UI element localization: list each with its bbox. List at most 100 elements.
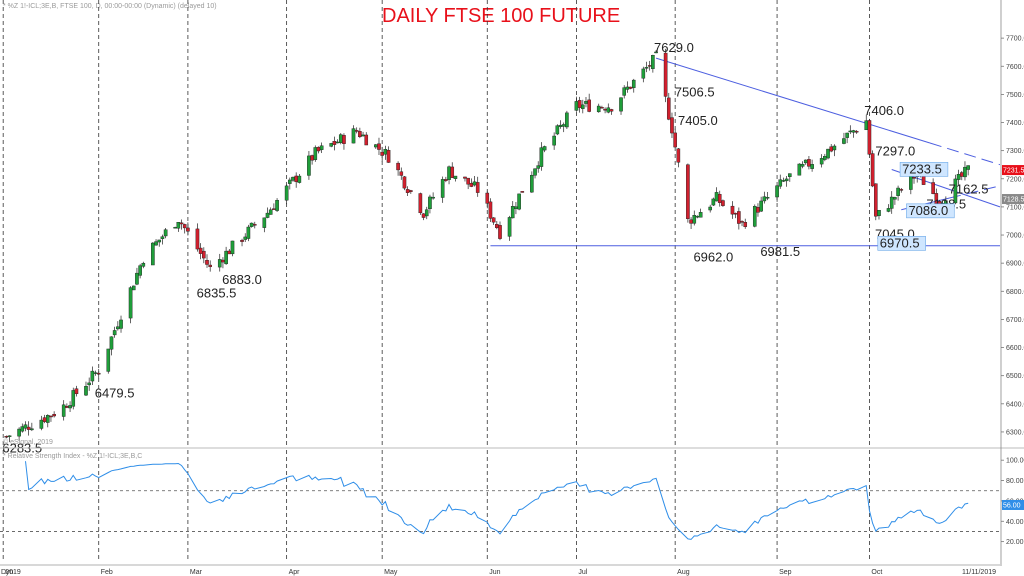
price-annotation: 6835.5 bbox=[197, 285, 237, 300]
candle-body bbox=[845, 132, 849, 138]
annotation-box bbox=[899, 162, 949, 177]
candle-body bbox=[781, 180, 786, 182]
current-price-tag: 7231.5 bbox=[1003, 168, 1024, 175]
candle-body bbox=[631, 79, 636, 88]
candle-body bbox=[332, 141, 337, 145]
candle-body bbox=[71, 390, 76, 407]
candle-body bbox=[641, 68, 646, 79]
candle-body bbox=[440, 179, 445, 198]
candle-body bbox=[49, 415, 53, 418]
price-tick-label: 6800.0 bbox=[1006, 289, 1024, 296]
month-label: Mar bbox=[190, 569, 203, 576]
candle-body bbox=[711, 198, 716, 206]
bottom-left-label: Dyn bbox=[1, 569, 14, 576]
candle-body bbox=[342, 135, 346, 144]
candle-body bbox=[737, 211, 741, 224]
price-axis: 6300.0 6400.0 6500.0 6600.0 6700.0 6800.0 6900… bbox=[1000, 0, 1024, 566]
candle-body bbox=[953, 178, 958, 204]
price-tick-label: 7600.0 bbox=[1006, 64, 1024, 71]
candle-body bbox=[291, 176, 295, 181]
candle-body bbox=[673, 132, 677, 148]
candle-body bbox=[45, 415, 50, 423]
candle-body bbox=[912, 177, 916, 179]
rsi-tick-label: 20.00 bbox=[1006, 539, 1024, 546]
candle-body bbox=[555, 125, 560, 135]
candle-body bbox=[421, 213, 426, 218]
candle-body bbox=[686, 164, 690, 219]
price-tick-label: 6500.0 bbox=[1006, 373, 1024, 380]
candle-body bbox=[899, 189, 904, 191]
candle-body bbox=[90, 370, 95, 382]
candle-body bbox=[530, 174, 534, 193]
candle-body bbox=[517, 193, 521, 210]
candle-body bbox=[131, 285, 136, 291]
candle-body bbox=[654, 51, 658, 54]
candle-body bbox=[335, 141, 340, 144]
candle-body bbox=[581, 104, 585, 109]
candle-body bbox=[577, 100, 582, 108]
candle-body bbox=[587, 99, 591, 112]
rsi-header: * Relative Strength Index - %Z 1!-ICL;3E… bbox=[3, 453, 142, 460]
candle-body bbox=[87, 382, 91, 386]
candle-body bbox=[65, 406, 69, 408]
candle-body bbox=[463, 176, 467, 179]
rsi-pane bbox=[0, 461, 1000, 540]
candle-body bbox=[552, 135, 556, 146]
candle-body bbox=[689, 219, 693, 224]
candle-body bbox=[52, 413, 56, 417]
current-rsi-tag: 56.00 bbox=[1003, 502, 1021, 509]
price-tick-label: 6900.0 bbox=[1006, 261, 1024, 268]
candle-body bbox=[173, 227, 177, 229]
candle-body bbox=[510, 206, 515, 219]
candle-body bbox=[784, 178, 789, 182]
price-tick-label: 7000.0 bbox=[1006, 233, 1024, 240]
candle-body bbox=[507, 217, 512, 237]
candle-body bbox=[252, 224, 257, 226]
candle-body bbox=[644, 67, 649, 69]
candle-body bbox=[756, 207, 760, 213]
price-annotation: 7086.0 bbox=[908, 203, 948, 218]
candle-body bbox=[963, 166, 967, 178]
month-label: 2019 bbox=[5, 569, 21, 576]
candle-body bbox=[7, 435, 12, 437]
candle-body bbox=[74, 388, 79, 395]
candle-body bbox=[116, 326, 120, 330]
candle-body bbox=[823, 156, 827, 160]
price-tick-label: 7500.0 bbox=[1006, 92, 1024, 99]
candle-body bbox=[565, 112, 569, 128]
rsi-line bbox=[25, 461, 969, 540]
candle-body bbox=[854, 131, 859, 133]
price-annotation: 6970.5 bbox=[880, 235, 920, 250]
candle-body bbox=[931, 182, 935, 194]
candle-body bbox=[307, 155, 311, 176]
price-annotation: 7406.0 bbox=[864, 103, 904, 118]
candle-body bbox=[721, 200, 725, 206]
candle-body bbox=[198, 247, 203, 254]
trend-line bbox=[655, 57, 931, 144]
candle-body bbox=[584, 101, 588, 104]
secondary-price-tag: 7128.5 bbox=[1003, 197, 1024, 204]
month-label: Oct bbox=[871, 569, 882, 576]
candle-body bbox=[297, 175, 302, 183]
candle-body bbox=[399, 171, 404, 176]
candle-body bbox=[424, 209, 429, 217]
price-tick-label: 7200.0 bbox=[1006, 176, 1024, 183]
candle-body bbox=[138, 265, 142, 276]
candle-body bbox=[829, 146, 834, 152]
candle-body bbox=[151, 242, 155, 266]
candle-body bbox=[354, 130, 359, 132]
month-label: Jun bbox=[489, 569, 500, 576]
candle-body bbox=[61, 404, 66, 417]
candle-body bbox=[533, 168, 537, 176]
rsi-tick-label: 40.00 bbox=[1006, 519, 1024, 526]
candle-body bbox=[797, 163, 802, 176]
candle-body bbox=[224, 250, 228, 265]
candle-body bbox=[600, 107, 604, 109]
candle-body bbox=[622, 87, 627, 96]
candle-body bbox=[698, 212, 703, 218]
candle-body bbox=[800, 163, 805, 167]
candle-body bbox=[752, 206, 757, 227]
price-annotation: 7297.0 bbox=[875, 143, 915, 158]
candle-body bbox=[396, 162, 400, 171]
